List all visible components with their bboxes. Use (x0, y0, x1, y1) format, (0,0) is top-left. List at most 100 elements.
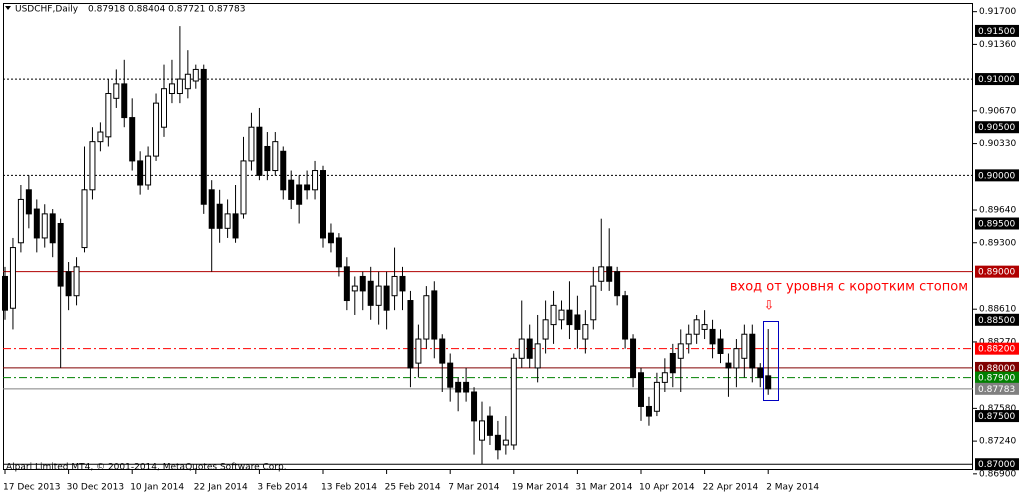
candle-body (423, 295, 430, 340)
ohlc-values: 0.87918 0.88404 0.87721 0.87783 (88, 5, 245, 15)
candle-body (73, 266, 80, 297)
y-tick-label: 0.91700 (979, 7, 1016, 17)
candle-body (518, 338, 525, 359)
candle-body (606, 266, 613, 282)
candle-body (431, 290, 438, 340)
candle-body (375, 285, 382, 306)
candle-body (494, 434, 501, 451)
candle-body (65, 271, 72, 297)
level-box (975, 361, 1019, 374)
candle-body (407, 300, 414, 369)
candle-body (200, 68, 207, 205)
y-tick-label: 0.90670 (979, 106, 1016, 116)
x-tick-label: 19 Mar 2014 (512, 483, 569, 493)
candle-body (335, 237, 342, 268)
level-label: 0.89000 (978, 268, 1015, 278)
candle-body (598, 266, 605, 282)
candle-body (582, 324, 589, 340)
candle-body (184, 73, 191, 90)
candle-body (192, 68, 199, 82)
x-tick-label: 17 Dec 2013 (3, 483, 61, 493)
level-box (975, 121, 1019, 134)
candle-body (320, 170, 326, 239)
candle-body (455, 381, 462, 393)
candle-body (534, 343, 541, 369)
menu-triangle[interactable] (5, 6, 11, 10)
candle-body (33, 208, 40, 239)
candle-body (327, 232, 334, 244)
level-box (975, 410, 1019, 423)
y-tick-label: 0.87240 (979, 437, 1016, 447)
y-tick-label: 0.88610 (979, 305, 1016, 315)
candle-body (693, 319, 700, 335)
candle-body (153, 102, 160, 157)
candle-body (41, 213, 48, 239)
candle-body (677, 343, 684, 359)
x-tick-label: 22 Apr 2014 (703, 483, 759, 493)
candle-body (264, 145, 271, 172)
candle-body (208, 189, 215, 229)
candle-body (9, 247, 16, 309)
candle-body (224, 213, 231, 229)
candle-body (558, 309, 565, 321)
level-label: 0.90000 (978, 171, 1015, 181)
candle-body (550, 304, 557, 326)
y-tick-label: 0.91360 (979, 40, 1016, 50)
highlight-box (763, 321, 779, 401)
candle-body (479, 420, 485, 441)
candle-body (49, 213, 56, 244)
candle-body (105, 93, 112, 138)
level-label: 0.88500 (978, 316, 1015, 326)
candle-body (176, 78, 183, 95)
candle-body (622, 295, 629, 340)
x-tick-label: 13 Feb 2014 (321, 483, 377, 493)
candle-body (359, 275, 366, 292)
candle-body (661, 372, 668, 383)
candle-body (312, 170, 319, 191)
candle-body (542, 319, 549, 340)
candle-body (145, 155, 152, 186)
level-box (975, 458, 1019, 471)
candle-body (590, 285, 597, 321)
y-tick-label: 0.89640 (979, 206, 1016, 216)
level-box (975, 169, 1019, 182)
candle-body (391, 275, 398, 297)
candle-body (765, 375, 772, 390)
level-label: 0.91500 (978, 27, 1015, 37)
candle-body (471, 391, 478, 422)
candle-body (367, 280, 374, 306)
y-tick-label: 0.90330 (979, 139, 1016, 149)
candle-body (272, 141, 279, 172)
candle-body (645, 405, 652, 417)
candle-body (669, 352, 676, 374)
candle-body (280, 150, 287, 191)
candle-body (161, 88, 167, 128)
symbol-title: USDCHF,Daily (15, 5, 79, 15)
level-label: 0.89500 (978, 220, 1015, 230)
candle-body (343, 266, 350, 302)
x-tick-label: 22 Jan 2014 (194, 483, 248, 493)
candle-body (653, 381, 660, 412)
level-box (975, 313, 1019, 326)
y-tick-label: 0.88270 (979, 337, 1016, 347)
level-box (975, 73, 1019, 86)
candle-body (25, 189, 32, 215)
level-label: 0.87000 (978, 460, 1015, 470)
candle-body (17, 198, 24, 244)
x-tick-label: 25 Feb 2014 (385, 483, 441, 493)
candle-body (89, 141, 96, 191)
candle-body (463, 381, 470, 393)
candle-body (383, 285, 390, 311)
candle-body (574, 314, 581, 330)
candle-body (757, 367, 764, 379)
candle-body (439, 338, 446, 364)
annotation: вход от уровня с коротким стопом (730, 280, 968, 295)
y-tick-label: 0.87580 (979, 404, 1016, 414)
candle-body (168, 83, 175, 95)
x-tick-label: 31 Mar 2014 (575, 483, 632, 493)
candle-body (709, 328, 716, 345)
level-label: 0.90500 (978, 123, 1015, 133)
x-tick-label: 10 Apr 2014 (639, 483, 695, 493)
